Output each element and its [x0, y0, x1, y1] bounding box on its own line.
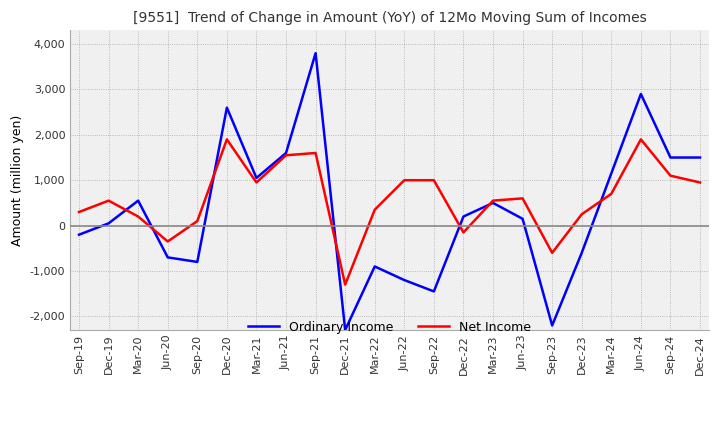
Ordinary Income: [282, 150, 290, 156]
Ordinary Income: [518, 216, 527, 221]
Ordinary Income: [548, 323, 557, 328]
Ordinary Income: [222, 105, 231, 110]
Net Income: [666, 173, 675, 178]
Net Income: [518, 196, 527, 201]
Net Income: [430, 178, 438, 183]
Ordinary Income: [400, 278, 409, 283]
Net Income: [341, 282, 349, 287]
Net Income: [222, 137, 231, 142]
Ordinary Income: [459, 214, 468, 219]
Line: Ordinary Income: Ordinary Income: [79, 53, 700, 330]
Ordinary Income: [104, 221, 113, 226]
Line: Net Income: Net Income: [79, 139, 700, 285]
Ordinary Income: [607, 171, 616, 176]
Ordinary Income: [193, 259, 202, 264]
Ordinary Income: [370, 264, 379, 269]
Net Income: [311, 150, 320, 156]
Net Income: [548, 250, 557, 256]
Ordinary Income: [636, 92, 645, 97]
Ordinary Income: [163, 255, 172, 260]
Ordinary Income: [252, 175, 261, 180]
Net Income: [400, 178, 409, 183]
Ordinary Income: [577, 250, 586, 256]
Net Income: [577, 212, 586, 217]
Net Income: [163, 239, 172, 244]
Net Income: [193, 218, 202, 224]
Net Income: [489, 198, 498, 203]
Ordinary Income: [341, 327, 349, 333]
Ordinary Income: [696, 155, 704, 160]
Net Income: [134, 214, 143, 219]
Net Income: [696, 180, 704, 185]
Ordinary Income: [75, 232, 84, 237]
Net Income: [607, 191, 616, 197]
Title: [9551]  Trend of Change in Amount (YoY) of 12Mo Moving Sum of Incomes: [9551] Trend of Change in Amount (YoY) o…: [132, 11, 647, 25]
Ordinary Income: [311, 51, 320, 56]
Net Income: [459, 230, 468, 235]
Ordinary Income: [489, 200, 498, 205]
Net Income: [75, 209, 84, 215]
Net Income: [104, 198, 113, 203]
Ordinary Income: [430, 289, 438, 294]
Net Income: [282, 153, 290, 158]
Ordinary Income: [666, 155, 675, 160]
Ordinary Income: [134, 198, 143, 203]
Legend: Ordinary Income, Net Income: Ordinary Income, Net Income: [243, 316, 536, 339]
Net Income: [370, 207, 379, 213]
Net Income: [636, 137, 645, 142]
Net Income: [252, 180, 261, 185]
Y-axis label: Amount (million yen): Amount (million yen): [11, 114, 24, 246]
